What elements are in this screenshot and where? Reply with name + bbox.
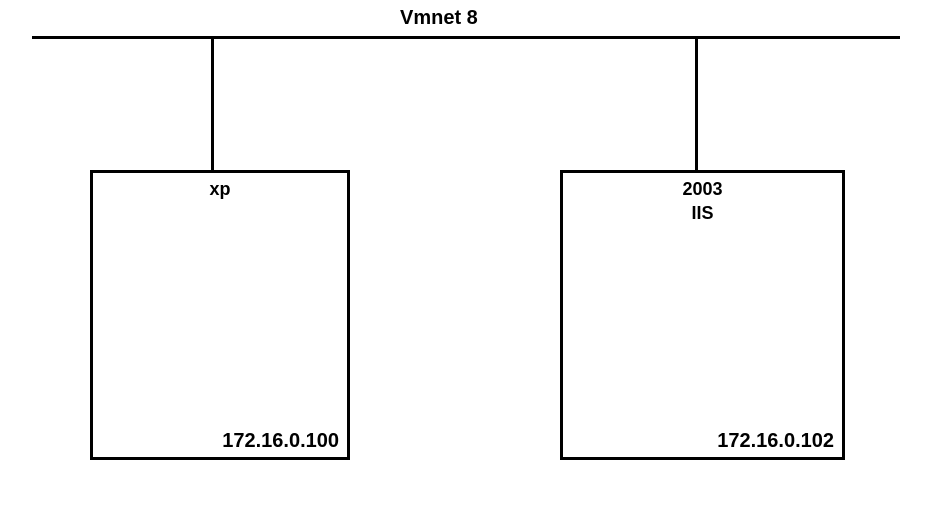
node-xp-ip: 172.16.0.100 (222, 430, 339, 453)
node-xp-box: xp 172.16.0.100 (90, 170, 350, 460)
bus-line (32, 36, 900, 39)
node-xp-label: xp (93, 179, 347, 200)
drop-line-2 (695, 36, 698, 170)
network-title: Vmnet 8 (400, 7, 478, 30)
node-2003-box: 2003 IIS 172.16.0.102 (560, 170, 845, 460)
drop-line-1 (211, 36, 214, 170)
node-2003-label: 2003 (563, 179, 842, 200)
node-2003-sublabel: IIS (563, 203, 842, 224)
network-diagram: Vmnet 8 xp 172.16.0.100 2003 IIS 172.16.… (0, 0, 932, 527)
node-2003-ip: 172.16.0.102 (717, 430, 834, 453)
